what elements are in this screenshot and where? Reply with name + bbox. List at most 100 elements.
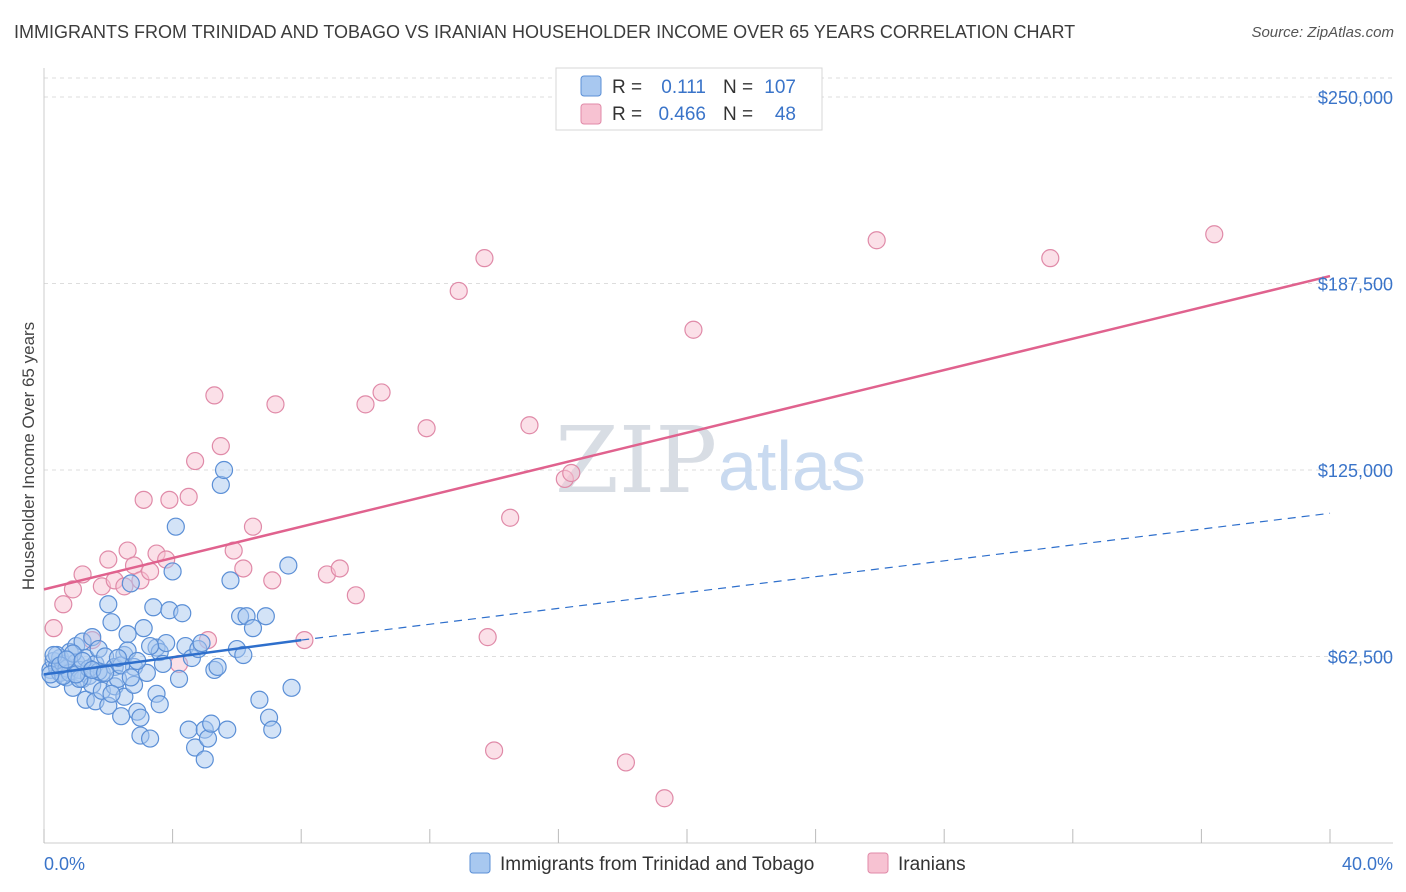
- trinidad-point: [279, 556, 298, 575]
- legend-n-label-2: N =: [723, 104, 753, 125]
- trinidad-point: [192, 633, 211, 653]
- x-tick-max: 40.0%: [1342, 854, 1393, 874]
- iranian-point: [330, 559, 349, 578]
- trinidad-point: [144, 598, 163, 617]
- legend-r-value-2: 0.466: [658, 104, 706, 125]
- trinidad-point: [208, 657, 227, 677]
- iranian-point: [263, 571, 282, 590]
- iranian-point: [417, 419, 436, 438]
- iranian-point: [160, 490, 179, 509]
- trinidad-point: [118, 625, 137, 644]
- iranian-trend-line: [43, 274, 1331, 591]
- series-legend-label-blue: Immigrants from Trinidad and Tobago: [500, 854, 814, 875]
- legend-swatch-pink: [580, 103, 602, 125]
- y-tick-label: $187,500: [1318, 275, 1393, 295]
- iranian-point: [1205, 225, 1224, 244]
- chart-source: Source: ZipAtlas.com: [1251, 24, 1394, 41]
- trinidad-point: [134, 619, 153, 638]
- legend-r-label-2: R =: [612, 104, 642, 125]
- stats-legend: R = 0.111 N = 107 R = 0.466 N = 48: [555, 67, 823, 131]
- trinidad-point: [214, 460, 234, 480]
- x-tick-min: 0.0%: [44, 854, 85, 874]
- trinidad-point: [186, 738, 205, 757]
- series-legend-label-pink: Iranians: [898, 854, 966, 875]
- watermark-zip: ZIP: [555, 407, 717, 514]
- trinidad-trend-line: [43, 638, 302, 676]
- chart-title: IMMIGRANTS FROM TRINIDAD AND TOBAGO VS I…: [14, 22, 1076, 42]
- iranians-points: [44, 225, 1224, 808]
- trinidad-point: [250, 690, 269, 709]
- iranian-point: [211, 437, 230, 456]
- trinidad-trend-extension: [301, 512, 1331, 641]
- trinidad-point: [218, 720, 237, 739]
- iranian-point: [867, 231, 886, 250]
- trinidad-point: [202, 714, 221, 733]
- legend-r-value-1: 0.111: [661, 77, 706, 98]
- trinidad-point: [179, 720, 198, 739]
- trinidad-point: [243, 619, 263, 638]
- iranian-point: [134, 490, 153, 509]
- trinidad-point: [121, 574, 140, 593]
- series-legend: Immigrants from Trinidad and Tobago Iran…: [469, 852, 966, 875]
- trinidad-point: [140, 729, 160, 748]
- iranian-point: [1041, 249, 1060, 268]
- trinidad-point: [221, 571, 240, 590]
- y-tick-label: $125,000: [1318, 461, 1393, 481]
- iranian-point: [475, 249, 494, 268]
- trinidad-point: [150, 695, 169, 714]
- trinidad-point: [157, 633, 176, 653]
- iranian-point: [186, 451, 205, 471]
- y-tick-labels: $62,500 $125,000 $187,500 $250,000: [1318, 88, 1393, 668]
- legend-r-label-1: R =: [612, 77, 642, 98]
- trinidad-point: [211, 475, 230, 495]
- trinidad-point: [121, 668, 140, 687]
- iranian-point: [520, 416, 539, 435]
- iranian-point: [478, 628, 497, 647]
- trinidad-point: [198, 729, 218, 748]
- iranian-point: [234, 559, 253, 578]
- trinidad-point: [263, 720, 282, 739]
- legend-n-value-2: 48: [775, 104, 796, 125]
- trinidad-point: [102, 613, 121, 632]
- iranian-point: [501, 508, 520, 527]
- trinidad-point: [99, 595, 118, 614]
- y-axis-label: Householder Income Over 65 years: [19, 322, 38, 590]
- trinidad-point: [282, 678, 301, 697]
- trinidad-points: [41, 460, 301, 769]
- iranian-point: [655, 789, 674, 808]
- iranian-point: [99, 550, 118, 569]
- iranian-point: [356, 395, 375, 414]
- trinidad-point: [112, 707, 131, 726]
- watermark: ZIP atlas: [555, 407, 866, 514]
- iranian-point: [243, 517, 263, 536]
- trinidad-point: [169, 669, 189, 688]
- iranian-point: [205, 386, 224, 405]
- y-tick-label: $62,500: [1328, 648, 1393, 668]
- iranian-point: [449, 281, 468, 301]
- trinidad-point: [102, 684, 121, 703]
- iranian-point: [372, 383, 391, 402]
- trinidad-point: [166, 517, 185, 536]
- trinidad-point: [140, 636, 160, 656]
- iranian-point: [44, 619, 63, 638]
- iranian-point: [266, 395, 285, 414]
- y-tick-label: $250,000: [1318, 88, 1393, 108]
- series-legend-swatch-blue: [469, 852, 491, 874]
- iranian-point: [54, 595, 73, 614]
- iranian-point: [179, 487, 198, 506]
- watermark-atlas: atlas: [718, 427, 866, 505]
- trinidad-point: [57, 650, 76, 669]
- trinidad-point: [95, 663, 115, 683]
- iranian-point: [684, 320, 703, 339]
- iranian-point: [616, 753, 636, 772]
- trinidad-point: [131, 708, 150, 727]
- trinidad-point: [195, 750, 214, 769]
- axes: [43, 68, 1393, 844]
- legend-swatch-blue: [580, 75, 602, 97]
- series-legend-swatch-pink: [867, 852, 889, 874]
- trinidad-point: [108, 648, 128, 668]
- legend-n-label-1: N =: [723, 77, 753, 98]
- iranian-point: [562, 463, 581, 483]
- trinidad-point: [163, 562, 182, 581]
